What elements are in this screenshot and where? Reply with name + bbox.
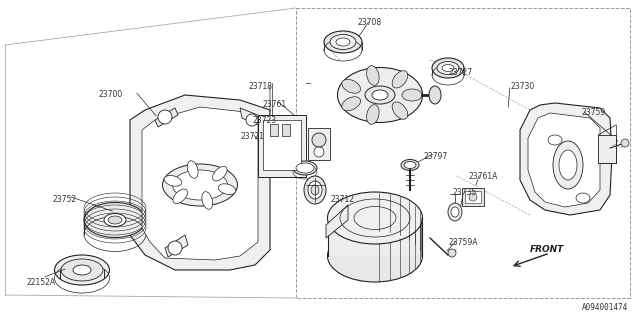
Bar	[258, 115, 306, 177]
Ellipse shape	[108, 216, 122, 224]
Ellipse shape	[61, 259, 103, 281]
Text: 23735: 23735	[452, 188, 476, 197]
Text: A094001474: A094001474	[582, 303, 628, 312]
Ellipse shape	[548, 135, 562, 145]
Polygon shape	[520, 103, 612, 215]
Ellipse shape	[173, 189, 188, 204]
Text: 23700: 23700	[98, 90, 122, 99]
Bar	[308, 128, 330, 160]
Text: 23752: 23752	[52, 195, 76, 204]
Text: 23708: 23708	[358, 18, 382, 27]
Ellipse shape	[328, 230, 422, 282]
Polygon shape	[326, 205, 348, 238]
Ellipse shape	[576, 193, 590, 203]
Ellipse shape	[188, 161, 198, 178]
Ellipse shape	[437, 61, 459, 75]
Ellipse shape	[173, 170, 227, 200]
Circle shape	[448, 249, 456, 257]
Bar	[270, 124, 278, 136]
Ellipse shape	[337, 68, 422, 123]
Circle shape	[168, 241, 182, 255]
Bar	[598, 135, 616, 163]
Ellipse shape	[559, 150, 577, 180]
Polygon shape	[528, 113, 600, 207]
Polygon shape	[240, 108, 265, 128]
Polygon shape	[155, 108, 178, 127]
Circle shape	[312, 133, 326, 147]
Ellipse shape	[54, 255, 109, 285]
Ellipse shape	[402, 89, 422, 101]
Text: 22152A: 22152A	[26, 278, 55, 287]
Ellipse shape	[365, 86, 395, 104]
Text: FRONT: FRONT	[530, 245, 564, 254]
Ellipse shape	[330, 35, 356, 50]
Polygon shape	[165, 235, 188, 257]
Ellipse shape	[212, 166, 227, 181]
Circle shape	[246, 114, 258, 126]
Ellipse shape	[404, 162, 416, 169]
Text: 23761: 23761	[262, 100, 286, 109]
Ellipse shape	[73, 265, 91, 275]
Polygon shape	[142, 107, 258, 260]
Text: 23797: 23797	[423, 152, 447, 161]
Text: 23718: 23718	[248, 82, 272, 91]
Ellipse shape	[429, 86, 441, 104]
Ellipse shape	[392, 102, 408, 119]
Ellipse shape	[202, 192, 212, 209]
Ellipse shape	[104, 213, 126, 227]
Text: 23759A: 23759A	[448, 238, 477, 247]
Ellipse shape	[324, 31, 362, 53]
Bar	[263, 120, 301, 170]
Ellipse shape	[164, 175, 182, 186]
Text: 23761A: 23761A	[468, 172, 497, 181]
Text: 23727: 23727	[448, 68, 472, 77]
Text: 23759: 23759	[582, 108, 606, 117]
Ellipse shape	[311, 185, 319, 195]
Ellipse shape	[296, 163, 314, 173]
Bar	[465, 191, 481, 203]
Ellipse shape	[367, 105, 379, 124]
Ellipse shape	[218, 184, 236, 195]
Ellipse shape	[432, 58, 464, 78]
Ellipse shape	[448, 203, 462, 221]
Ellipse shape	[372, 90, 388, 100]
Bar	[282, 124, 290, 136]
Ellipse shape	[84, 203, 146, 237]
Ellipse shape	[328, 192, 422, 244]
Ellipse shape	[342, 97, 360, 111]
Ellipse shape	[336, 38, 350, 46]
Ellipse shape	[442, 65, 454, 71]
Polygon shape	[130, 95, 270, 270]
Circle shape	[158, 110, 172, 124]
Ellipse shape	[304, 176, 326, 204]
Text: 23712: 23712	[330, 195, 354, 204]
Circle shape	[621, 139, 629, 147]
Text: 23730: 23730	[510, 82, 534, 91]
Circle shape	[469, 193, 477, 201]
Text: 23721: 23721	[240, 132, 264, 141]
Text: 23723: 23723	[252, 116, 276, 125]
Ellipse shape	[401, 159, 419, 171]
Ellipse shape	[553, 141, 583, 189]
Ellipse shape	[293, 161, 317, 175]
Ellipse shape	[342, 79, 360, 93]
Circle shape	[314, 147, 324, 157]
Polygon shape	[328, 218, 422, 256]
Ellipse shape	[392, 71, 408, 88]
Ellipse shape	[451, 207, 459, 217]
Bar	[462, 188, 484, 206]
Ellipse shape	[308, 181, 322, 199]
Ellipse shape	[367, 66, 379, 85]
Ellipse shape	[163, 164, 237, 206]
